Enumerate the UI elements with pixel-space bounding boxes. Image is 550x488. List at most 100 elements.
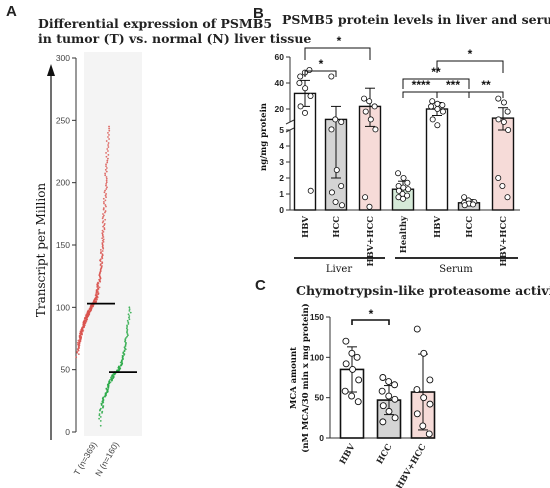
data-point xyxy=(367,116,374,123)
data-point xyxy=(354,398,362,406)
significance-bracket xyxy=(402,91,438,98)
data-point xyxy=(366,98,373,105)
y-tick-label: 60 xyxy=(275,52,285,62)
data-point xyxy=(105,163,107,166)
data-point xyxy=(405,186,412,193)
data-point xyxy=(102,220,105,223)
group-label-liver: Liver xyxy=(326,264,352,275)
data-point xyxy=(98,286,101,289)
data-point xyxy=(296,80,303,87)
data-point xyxy=(126,331,128,334)
data-point xyxy=(495,116,502,123)
data-point xyxy=(121,354,124,357)
data-point xyxy=(83,319,86,322)
panel-c-chart: 0 50 100 150 MCA amount (nM MCA/30 min x mg p… xyxy=(289,303,436,488)
data-point xyxy=(429,116,436,123)
data-point xyxy=(366,203,373,210)
x-category-label: HBV+HCC xyxy=(366,216,376,267)
data-point xyxy=(355,376,363,384)
data-point xyxy=(429,98,436,105)
data-point xyxy=(101,410,104,413)
data-point xyxy=(413,325,421,333)
data-point xyxy=(385,392,393,400)
x-category-label: HCC xyxy=(465,216,475,238)
data-point xyxy=(104,174,107,177)
data-point xyxy=(98,417,101,420)
data-point xyxy=(125,336,127,339)
data-point xyxy=(362,108,369,115)
data-point xyxy=(98,414,101,417)
data-point xyxy=(379,402,387,410)
data-point xyxy=(75,356,78,359)
data-point xyxy=(420,394,428,402)
data-point xyxy=(128,309,131,312)
data-point xyxy=(104,210,107,212)
data-point xyxy=(470,201,477,208)
data-point xyxy=(117,365,120,368)
data-point xyxy=(307,187,314,194)
data-point xyxy=(461,202,468,209)
data-point xyxy=(103,228,106,231)
data-point xyxy=(104,204,107,206)
significance-label: *** xyxy=(446,78,460,92)
data-point xyxy=(105,387,108,390)
data-point xyxy=(395,170,402,177)
data-point xyxy=(127,321,130,324)
y-axis-label-line1: MCA amount xyxy=(289,347,299,409)
significance-label: ** xyxy=(431,65,441,79)
data-point xyxy=(379,418,387,426)
data-point xyxy=(127,323,130,325)
y-tick-label: 20 xyxy=(275,104,285,114)
data-point xyxy=(107,144,109,146)
data-point xyxy=(129,311,132,314)
data-point xyxy=(378,387,386,395)
x-category-label: HBV+HCC xyxy=(499,216,509,267)
data-point xyxy=(76,350,78,353)
x-category-label: HCC xyxy=(332,216,342,238)
data-point xyxy=(122,351,125,354)
data-point xyxy=(306,67,313,74)
panel-a-title-line1: Differential expression of PSMB5 xyxy=(38,16,272,31)
data-point xyxy=(101,237,104,240)
data-point xyxy=(105,152,107,154)
data-point xyxy=(342,360,350,368)
data-point xyxy=(105,205,107,208)
data-point xyxy=(126,324,128,327)
data-point xyxy=(105,155,108,158)
data-point xyxy=(297,73,304,80)
significance-label: **** xyxy=(412,78,431,92)
data-point xyxy=(499,182,506,189)
data-point xyxy=(400,195,407,202)
significance-label: * xyxy=(319,57,324,71)
significance-bracket xyxy=(402,78,470,89)
data-point xyxy=(106,159,109,162)
data-point xyxy=(105,167,108,169)
data-point xyxy=(439,108,446,115)
data-point xyxy=(107,153,110,156)
panel-b-title: PSMB5 protein levels in liver and serum … xyxy=(282,12,550,27)
data-point xyxy=(102,213,104,215)
data-point xyxy=(413,410,421,418)
significance-label: ** xyxy=(481,78,491,92)
data-point xyxy=(126,319,129,322)
y-tick-label: 150 xyxy=(310,312,324,322)
y-axis-label: Transcript per Million xyxy=(34,183,48,318)
data-point xyxy=(103,202,105,205)
data-point xyxy=(104,172,107,175)
data-point xyxy=(104,199,107,202)
data-point xyxy=(102,201,105,203)
data-point xyxy=(342,337,350,345)
data-point xyxy=(126,333,129,335)
data-point xyxy=(98,413,101,415)
data-point xyxy=(100,402,103,405)
data-point xyxy=(102,197,105,200)
y-tick-label: 1 xyxy=(279,189,284,199)
data-point xyxy=(404,192,411,199)
data-point xyxy=(107,388,109,391)
data-point xyxy=(107,150,109,152)
data-point xyxy=(128,318,131,321)
data-point xyxy=(349,365,357,373)
significance-label: * xyxy=(369,307,374,321)
data-point xyxy=(77,353,80,356)
data-point xyxy=(107,131,109,134)
